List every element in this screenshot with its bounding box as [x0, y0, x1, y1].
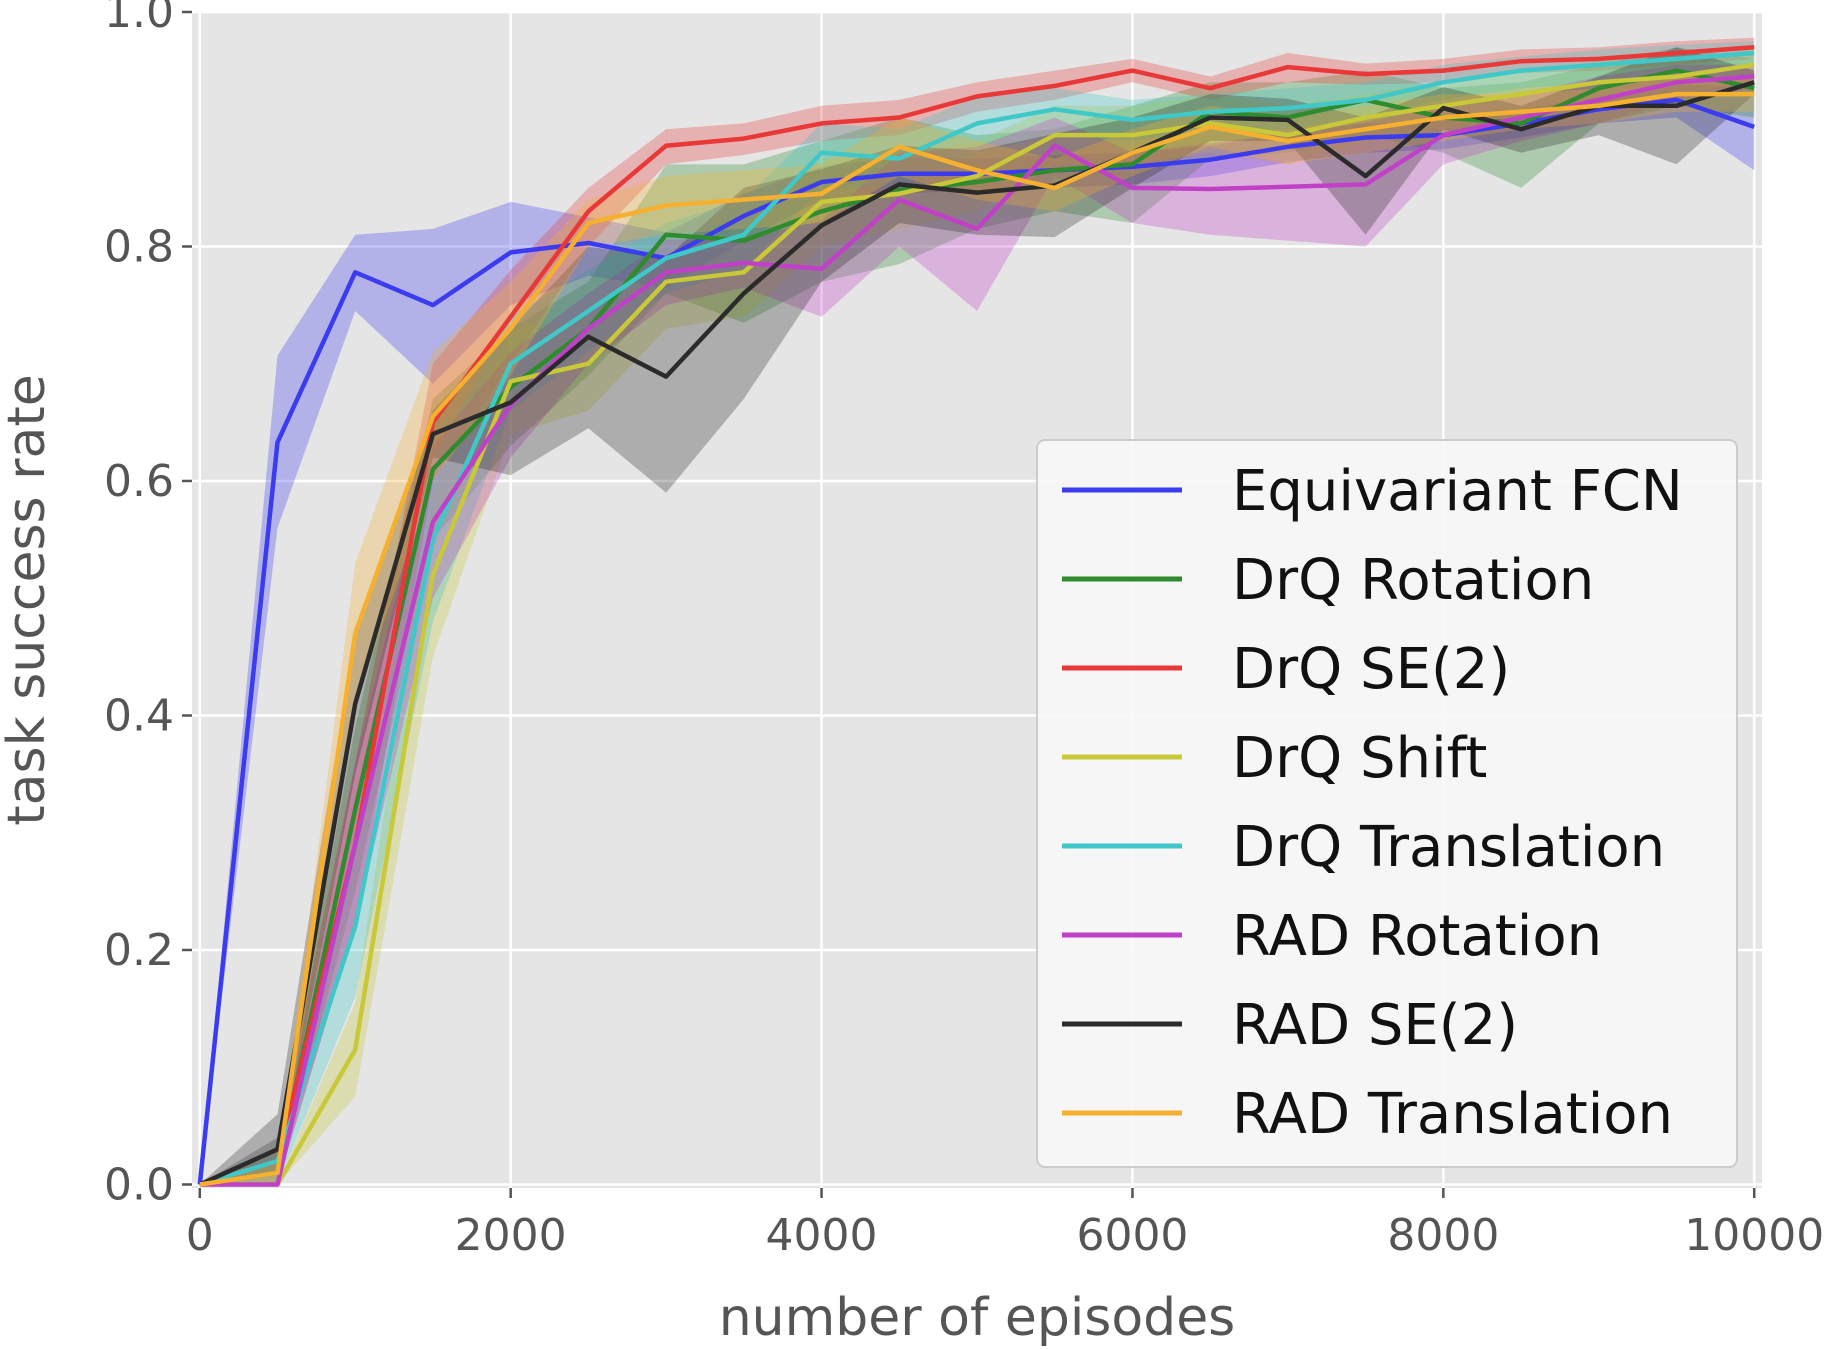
x-axis-ticks: 0 2000 4000 6000 8000 10000	[186, 1188, 1824, 1261]
x-tick-label: 4000	[766, 1210, 878, 1261]
legend-label-equivariant-fcn: Equivariant FCN	[1232, 459, 1683, 524]
legend-label-rad-rotation: RAD Rotation	[1232, 904, 1602, 969]
legend-label-drq-se-2: DrQ SE(2)	[1232, 637, 1510, 702]
legend-box	[1036, 439, 1738, 1168]
x-axis-title: number of episodes	[719, 1288, 1236, 1348]
x-tick-label: 6000	[1076, 1210, 1188, 1261]
line-rad-se-2	[198, 80, 1755, 1187]
y-tick-label: 0.8	[104, 221, 174, 272]
y-axis-ticks: 0.0 0.2 0.4 0.6 0.8 1.0	[104, 0, 192, 1210]
series-lines	[197, 44, 1755, 1187]
band-rad-rotation	[199, 64, 1755, 1185]
y-tick-label: 1.0	[104, 0, 174, 38]
legend-label-drq-shift: DrQ Shift	[1232, 726, 1487, 791]
x-tick-label: 8000	[1387, 1210, 1499, 1261]
x-tick-label: 0	[186, 1210, 214, 1261]
band-drq-shift	[199, 49, 1755, 1185]
y-tick-label: 0.6	[104, 456, 174, 507]
y-tick-label: 0.0	[104, 1159, 174, 1210]
line-drq-shift	[199, 62, 1755, 1187]
x-tick-label: 2000	[455, 1210, 567, 1261]
legend-label-drq-rotation: DrQ Rotation	[1232, 548, 1594, 613]
legend-label-rad-translation: RAD Translation	[1232, 1082, 1673, 1147]
line-rad-translation	[199, 91, 1755, 1187]
y-tick-label: 0.2	[104, 925, 174, 976]
legend-label-drq-translation: DrQ Translation	[1232, 815, 1665, 880]
legend-label-rad-se-2: RAD SE(2)	[1232, 993, 1518, 1058]
y-tick-label: 0.4	[104, 690, 174, 741]
y-axis-title: task success rate	[0, 374, 57, 826]
x-tick-label: 10000	[1684, 1210, 1824, 1261]
legend: Equivariant FCN DrQ Rotation DrQ SE(2) DrQ …	[1036, 439, 1738, 1168]
